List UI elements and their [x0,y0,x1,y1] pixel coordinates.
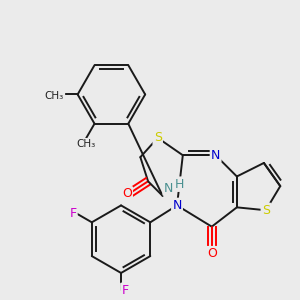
Text: F: F [121,284,128,297]
Text: S: S [154,131,162,144]
Text: O: O [122,187,132,200]
Text: N: N [164,182,173,194]
Text: O: O [207,247,217,260]
Text: H: H [175,178,184,191]
Text: S: S [262,204,270,217]
Text: N: N [211,149,220,162]
Text: N: N [172,199,182,212]
Text: F: F [69,207,76,220]
Text: CH₃: CH₃ [45,92,64,101]
Text: CH₃: CH₃ [76,139,95,149]
